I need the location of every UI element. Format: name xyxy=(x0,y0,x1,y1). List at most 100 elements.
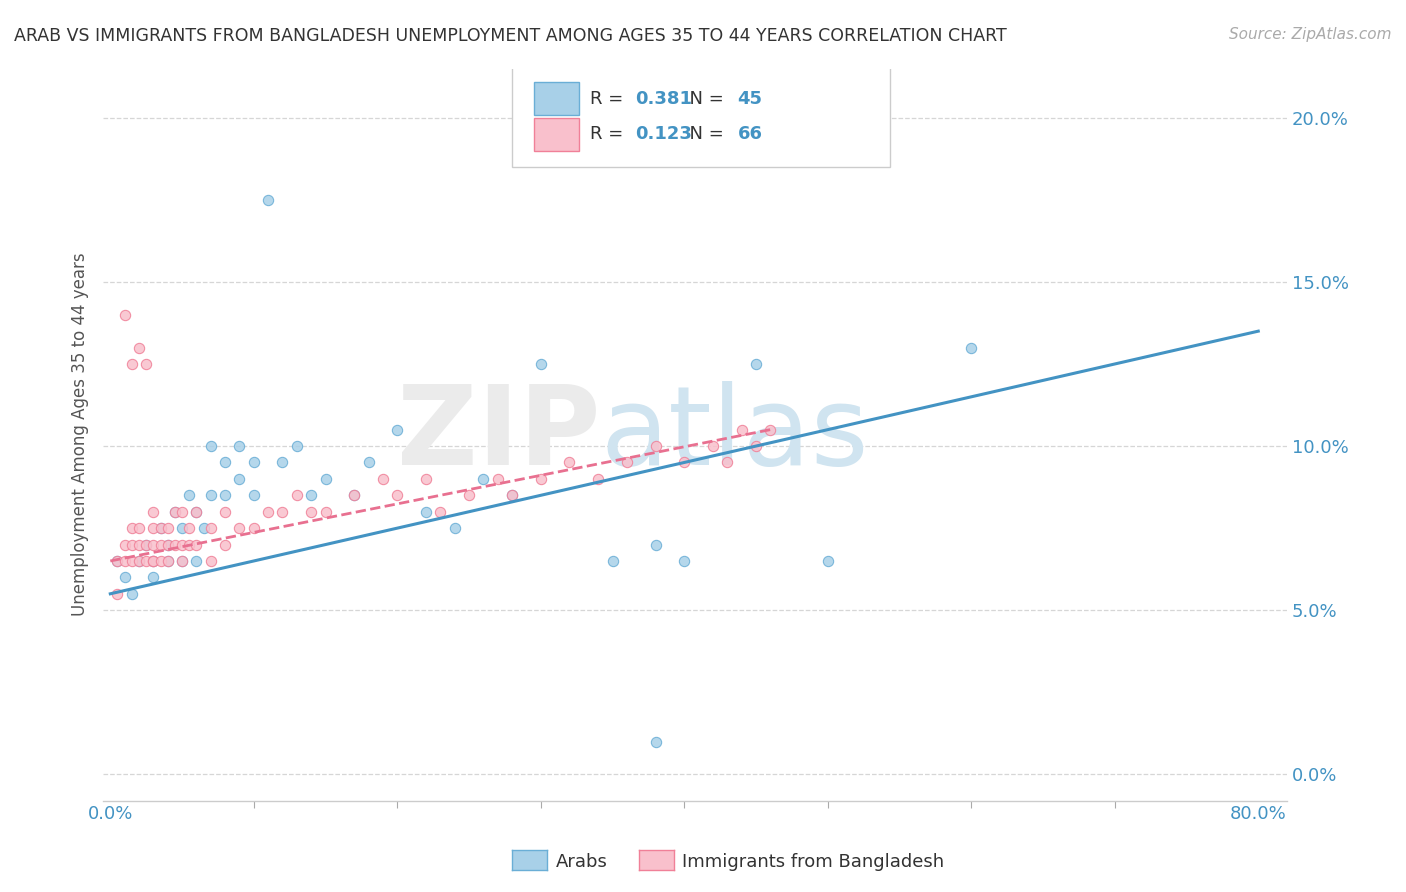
Point xyxy=(114,570,136,584)
Point xyxy=(163,505,186,519)
Point xyxy=(817,554,839,568)
Point xyxy=(193,521,215,535)
Point xyxy=(107,554,129,568)
Point xyxy=(156,537,179,551)
Point xyxy=(486,472,509,486)
Point xyxy=(179,521,201,535)
Point xyxy=(200,488,222,502)
FancyBboxPatch shape xyxy=(534,82,579,115)
Point xyxy=(142,505,165,519)
Point xyxy=(107,554,129,568)
Point xyxy=(128,521,150,535)
Text: 45: 45 xyxy=(738,89,762,108)
Point xyxy=(387,423,409,437)
Point xyxy=(149,521,172,535)
Point xyxy=(156,521,179,535)
Point xyxy=(387,488,409,502)
Point xyxy=(170,537,193,551)
Point xyxy=(429,505,451,519)
Point xyxy=(121,587,143,601)
Point xyxy=(501,488,523,502)
Point xyxy=(128,537,150,551)
Point xyxy=(228,439,250,453)
Point xyxy=(530,357,553,371)
Point xyxy=(602,554,624,568)
Point xyxy=(114,308,136,322)
Point xyxy=(163,537,186,551)
Point xyxy=(186,554,208,568)
Point xyxy=(107,587,129,601)
Point xyxy=(731,423,754,437)
Point xyxy=(243,455,266,469)
Point xyxy=(142,554,165,568)
Point xyxy=(673,554,696,568)
Text: 0.123: 0.123 xyxy=(634,126,692,144)
Point xyxy=(285,488,308,502)
Y-axis label: Unemployment Among Ages 35 to 44 years: Unemployment Among Ages 35 to 44 years xyxy=(72,252,89,616)
Point xyxy=(186,505,208,519)
Point xyxy=(357,455,380,469)
Point xyxy=(114,537,136,551)
Point xyxy=(156,554,179,568)
Text: N =: N = xyxy=(679,89,730,108)
Point xyxy=(243,521,266,535)
Point xyxy=(200,521,222,535)
Point xyxy=(186,537,208,551)
Point xyxy=(501,488,523,502)
Point xyxy=(558,455,581,469)
Point xyxy=(271,505,294,519)
Text: Arabs: Arabs xyxy=(555,853,607,871)
Point xyxy=(142,537,165,551)
Point xyxy=(673,455,696,469)
Point xyxy=(186,505,208,519)
Point xyxy=(285,439,308,453)
Point xyxy=(121,357,143,371)
Point xyxy=(142,554,165,568)
Point xyxy=(121,554,143,568)
Point xyxy=(214,455,236,469)
Point xyxy=(644,439,666,453)
Point xyxy=(179,488,201,502)
Point xyxy=(343,488,366,502)
Point xyxy=(315,505,337,519)
Point xyxy=(214,505,236,519)
Point xyxy=(443,521,465,535)
Point xyxy=(472,472,495,486)
Point xyxy=(121,537,143,551)
Point xyxy=(745,357,768,371)
Point xyxy=(616,455,638,469)
Point xyxy=(586,472,609,486)
Point xyxy=(179,537,201,551)
Point xyxy=(149,521,172,535)
Point xyxy=(142,521,165,535)
Point xyxy=(142,554,165,568)
Point xyxy=(228,521,250,535)
Point xyxy=(135,537,157,551)
Point xyxy=(170,554,193,568)
Text: 0.381: 0.381 xyxy=(634,89,692,108)
Point xyxy=(156,554,179,568)
Point xyxy=(960,341,983,355)
Point xyxy=(214,488,236,502)
Text: Source: ZipAtlas.com: Source: ZipAtlas.com xyxy=(1229,27,1392,42)
Point xyxy=(214,537,236,551)
Point xyxy=(644,734,666,748)
Point xyxy=(228,472,250,486)
Point xyxy=(257,193,280,207)
Point xyxy=(135,357,157,371)
Point xyxy=(170,554,193,568)
Point xyxy=(170,521,193,535)
Text: 66: 66 xyxy=(738,126,762,144)
Point xyxy=(200,439,222,453)
Point xyxy=(200,554,222,568)
Point xyxy=(121,521,143,535)
Point xyxy=(128,554,150,568)
FancyBboxPatch shape xyxy=(512,65,890,168)
Text: atlas: atlas xyxy=(600,381,869,488)
Text: N =: N = xyxy=(679,126,730,144)
Point xyxy=(530,472,553,486)
Point xyxy=(271,455,294,469)
Point xyxy=(343,488,366,502)
Point xyxy=(716,455,738,469)
Point xyxy=(149,537,172,551)
